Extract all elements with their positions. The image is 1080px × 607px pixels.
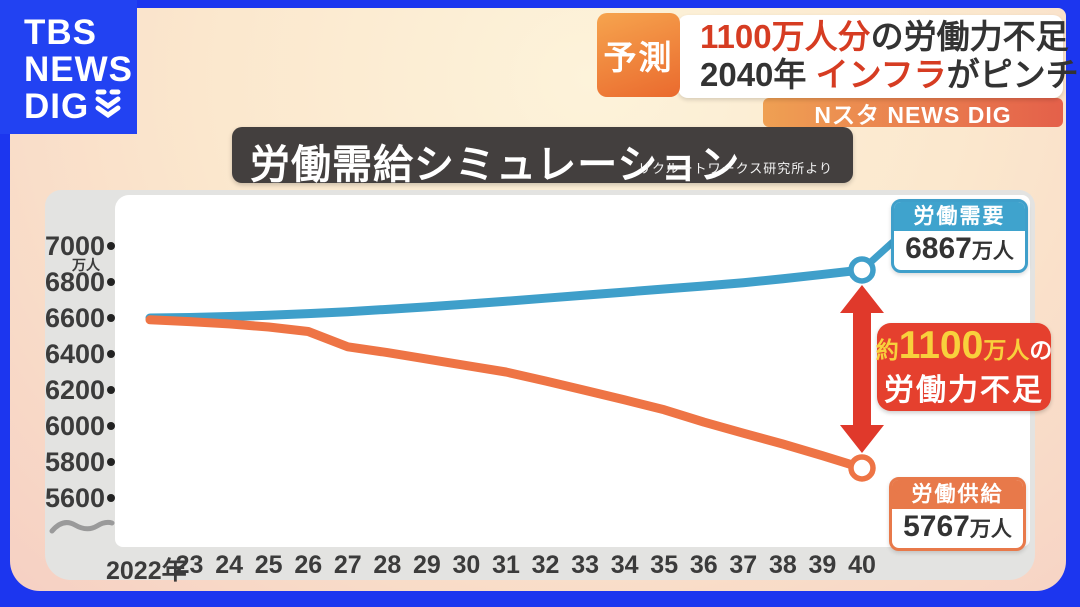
y-tick-dot [107, 422, 115, 430]
forecast-badge: 予測 [597, 13, 680, 97]
x-tick-label: 24 [215, 551, 244, 579]
tbs-news-dig-logo: TBS NEWS DIG [0, 0, 137, 134]
x-tick-label: 2022年 [106, 557, 187, 585]
gap-line-2: 労働力不足 [884, 374, 1044, 407]
y-axis-unit-label: 万人 [72, 257, 100, 273]
headline-line1-highlight: 1100万人分 [700, 18, 871, 55]
supply-end-badge: 労働供給 5767万人 [889, 477, 1026, 551]
y-tick-dot [107, 350, 115, 358]
x-tick-label: 29 [412, 551, 441, 579]
y-tick-label: 6800 [45, 267, 115, 297]
demand-badge-value: 6867万人 [894, 231, 1025, 270]
headline-line1-rest: の労働力不足 [870, 18, 1069, 55]
x-tick-label: 26 [294, 551, 323, 579]
gap-approx: 約 [875, 337, 899, 363]
y-tick-dot [107, 458, 115, 466]
headline-line-1: 1100万人分の労働力不足 [700, 18, 1069, 56]
supply-value-unit: 万人 [969, 518, 1012, 541]
x-tick-label: 23 [175, 551, 204, 579]
y-tick-dot [107, 242, 115, 250]
logo-line-2: NEWS [24, 50, 133, 89]
demand-value-unit: 万人 [971, 240, 1014, 263]
y-tick-label: 5800 [45, 447, 115, 477]
chart-title-box: 労働需給シミュレーション リクルートワークス研究所より [232, 127, 853, 187]
chart-title: 労働需給シミュレーション [250, 143, 741, 187]
x-tick-label: 27 [333, 551, 362, 579]
y-tick-label: 6400 [45, 339, 115, 369]
demand-badge-header: 労働需要 [894, 202, 1025, 231]
gap-unit: 万人 [983, 337, 1030, 363]
x-tick-label: 36 [689, 551, 718, 579]
y-tick-label: 5600 [45, 483, 115, 513]
y-tick-dot [107, 386, 115, 394]
x-tick-label: 33 [571, 551, 599, 579]
headline-line2-year: 2040年 [700, 56, 816, 93]
demand-end-badge: 労働需要 6867万人 [891, 199, 1028, 273]
gap-particle: の [1029, 337, 1053, 363]
dig-arrow-icon [93, 88, 123, 125]
gap-annotation-box: 約1100万人の 労働力不足 [876, 323, 1053, 411]
chart-source: リクルートワークス研究所より [638, 161, 833, 176]
x-tick-label: 35 [650, 551, 679, 579]
headline-line-2: 2040年 インフラがピンチ [700, 56, 1079, 94]
x-tick-label: 32 [531, 551, 560, 579]
program-banner: Nスタ NEWS DIG [763, 98, 1063, 128]
y-tick-dot [107, 314, 115, 322]
supply-badge-header: 労働供給 [892, 480, 1023, 509]
x-tick-label: 37 [729, 551, 758, 579]
x-tick-label: 34 [610, 551, 639, 579]
x-tick-label: 25 [254, 551, 283, 579]
headline-line2-highlight: インフラ [815, 56, 947, 93]
x-tick-label: 38 [768, 551, 797, 579]
headline-box: 1100万人分の労働力不足 2040年 インフラがピンチ [678, 15, 1079, 98]
y-tick-dot [107, 278, 115, 286]
x-tick-label: 28 [373, 551, 402, 579]
y-tick-label: 6200 [45, 375, 115, 405]
logo-line-1: TBS [24, 13, 97, 52]
y-tick-label: 6600 [45, 303, 115, 333]
gap-number: 1100 [898, 324, 984, 367]
headline-line2-rest: がピンチ [946, 56, 1079, 93]
x-tick-label: 30 [452, 551, 481, 579]
x-tick-label: 39 [808, 551, 837, 579]
gap-line-1: 約1100万人の [876, 326, 1053, 374]
supply-badge-value: 5767万人 [892, 509, 1023, 548]
supply-value-number: 5767 [903, 510, 970, 543]
y-tick-label: 6000 [45, 411, 115, 441]
demand-value-number: 6867 [905, 232, 972, 265]
logo-line-3: DIG [24, 87, 90, 126]
x-tick-label: 31 [492, 551, 520, 579]
x-tick-label: 40 [848, 551, 876, 579]
y-tick-dot [107, 494, 115, 502]
y-tick-label: 7000 [45, 231, 115, 261]
